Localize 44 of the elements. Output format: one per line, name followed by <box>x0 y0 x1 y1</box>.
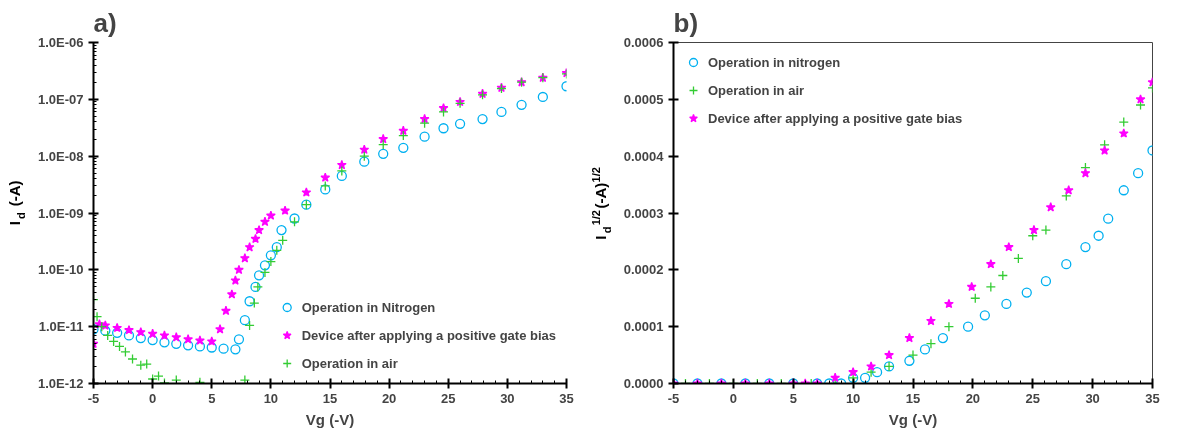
legend-label: Operation in air <box>301 355 399 371</box>
legend-label: Operation in nitrogen <box>708 54 842 70</box>
x-tick-label: 15 <box>322 390 338 406</box>
x-tick-label: 20 <box>965 390 981 406</box>
y-tick-label: 1.0E-07 <box>37 91 84 107</box>
y-tick-label: 0.0006 <box>623 35 664 50</box>
x-tick-label: -5 <box>667 390 680 406</box>
x-axis-title: Vg (-V) <box>305 410 355 428</box>
y-tick-label: 0.0002 <box>623 262 664 278</box>
x-tick-label: 35 <box>1145 390 1160 406</box>
x-tick-label: 0 <box>729 390 737 406</box>
x-tick-label: 5 <box>789 390 797 406</box>
legend-label: Device after applying a positive gate bias <box>301 327 556 343</box>
y-tick-label: 1.0E-09 <box>37 205 84 221</box>
y-tick-label: 1.0E-08 <box>37 148 84 164</box>
x-tick-label: 10 <box>845 390 861 406</box>
x-tick-label: 25 <box>441 390 456 406</box>
x-tick-label: 10 <box>263 390 279 406</box>
x-tick-label: 20 <box>381 390 397 406</box>
y-tick-label: 0.0003 <box>623 205 664 221</box>
x-tick-label: 30 <box>500 390 515 406</box>
x-tick-label: 25 <box>1025 390 1040 406</box>
y-tick-label: 0.0001 <box>623 319 664 335</box>
chart-title: b) <box>673 7 699 38</box>
x-axis-title: Vg (-V) <box>888 410 938 428</box>
y-axis-title: Id (-A) <box>5 180 27 226</box>
y-tick-label: 1.0E-06 <box>37 35 84 50</box>
x-tick-label: 30 <box>1085 390 1100 406</box>
chart-title: a) <box>93 7 117 38</box>
x-tick-label: 5 <box>208 390 216 406</box>
legend-label: Device after applying a positive gate bias <box>708 110 963 126</box>
x-tick-label: 15 <box>905 390 921 406</box>
x-tick-label: 35 <box>559 390 574 406</box>
x-tick-label: -5 <box>87 390 100 406</box>
legend-label: Operation in Nitrogen <box>301 299 437 315</box>
y-tick-label: 0.0004 <box>623 148 665 164</box>
y-tick-label: 0.0005 <box>623 91 664 107</box>
y-axis-title: Id1/2(-A)1/2 <box>589 167 613 240</box>
y-tick-label: 0.0000 <box>623 376 664 391</box>
y-tick-label: 1.0E-12 <box>37 376 84 391</box>
x-tick-label: 0 <box>149 390 157 406</box>
y-tick-label: 1.0E-10 <box>37 262 84 278</box>
y-tick-label: 1.0E-11 <box>38 319 84 335</box>
legend-label: Operation in air <box>708 82 806 98</box>
